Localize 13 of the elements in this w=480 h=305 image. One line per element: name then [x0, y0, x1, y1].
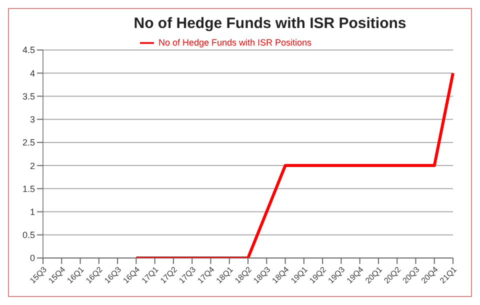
y-tick-label: 3.5 [22, 91, 35, 102]
legend-label: No of Hedge Funds with ISR Positions [158, 37, 312, 48]
y-tick-label: 4 [30, 68, 35, 78]
y-tick-label: 0.5 [22, 230, 35, 240]
line-series [134, 72, 454, 258]
y-tick-label: 1 [30, 206, 35, 217]
y-tick-label: 3 [30, 114, 35, 125]
y-tick-label: 1.5 [22, 184, 35, 194]
y-tick-label: 0 [30, 253, 35, 264]
y-tick-label: 2 [30, 160, 35, 171]
chart-title: No of Hedge Funds with ISR Positions [132, 14, 408, 32]
y-tick-label: 4.5 [22, 45, 35, 56]
y-tick-label: 2.5 [22, 138, 35, 148]
